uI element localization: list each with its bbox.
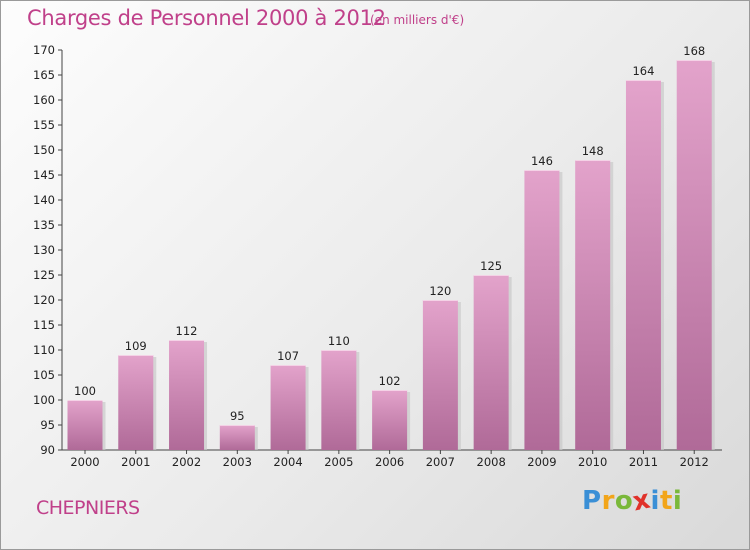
data-label: 164 bbox=[632, 64, 654, 78]
bar bbox=[67, 400, 103, 450]
y-tick-label: 120 bbox=[33, 293, 55, 307]
data-label: 95 bbox=[230, 409, 245, 423]
data-label: 100 bbox=[74, 384, 96, 398]
x-tick-label: 2003 bbox=[223, 455, 252, 469]
bar bbox=[270, 365, 306, 450]
x-tick-label: 2006 bbox=[375, 455, 404, 469]
x-tick-label: 2010 bbox=[578, 455, 607, 469]
y-tick-label: 145 bbox=[33, 168, 55, 182]
x-tick-label: 2000 bbox=[70, 455, 99, 469]
y-tick-label: 160 bbox=[33, 93, 55, 107]
x-tick-label: 2001 bbox=[121, 455, 150, 469]
data-label: 102 bbox=[379, 374, 401, 388]
chart-subtitle: (en milliers d'€) bbox=[370, 13, 465, 27]
y-tick-label: 140 bbox=[33, 193, 55, 207]
proxiti-logo: Proxiti bbox=[582, 485, 683, 518]
y-tick-label: 100 bbox=[33, 393, 55, 407]
data-label: 110 bbox=[328, 334, 350, 348]
y-tick-label: 95 bbox=[40, 418, 55, 432]
logo-letter: P bbox=[582, 486, 602, 516]
data-label: 125 bbox=[480, 259, 502, 273]
x-tick-label: 2009 bbox=[527, 455, 556, 469]
data-label: 148 bbox=[582, 144, 604, 158]
data-label: 168 bbox=[683, 44, 705, 58]
y-tick-label: 135 bbox=[33, 218, 55, 232]
x-tick-label: 2008 bbox=[477, 455, 506, 469]
x-tick-label: 2011 bbox=[629, 455, 658, 469]
data-label: 146 bbox=[531, 154, 553, 168]
logo-letter: o bbox=[614, 486, 634, 516]
logo-letter: i bbox=[650, 486, 660, 516]
bar bbox=[118, 355, 154, 450]
bar bbox=[169, 340, 205, 450]
y-tick-label: 165 bbox=[33, 68, 55, 82]
y-tick-label: 90 bbox=[40, 443, 55, 457]
y-tick-label: 150 bbox=[33, 143, 55, 157]
bar bbox=[372, 390, 408, 450]
y-tick-label: 125 bbox=[33, 268, 55, 282]
bar bbox=[321, 350, 357, 450]
bar bbox=[625, 80, 661, 450]
y-tick-label: 105 bbox=[33, 368, 55, 382]
data-label: 107 bbox=[277, 349, 299, 363]
y-tick-label: 110 bbox=[33, 343, 55, 357]
bar bbox=[676, 60, 712, 450]
chart-title: Charges de Personnel 2000 à 2012 bbox=[27, 6, 386, 30]
data-label: 109 bbox=[125, 339, 147, 353]
bar bbox=[575, 160, 611, 450]
x-tick-label: 2007 bbox=[426, 455, 455, 469]
bar bbox=[219, 425, 255, 450]
logo-letter: i bbox=[672, 486, 683, 516]
bar bbox=[422, 300, 458, 450]
y-tick-label: 170 bbox=[33, 43, 55, 57]
x-tick-label: 2004 bbox=[273, 455, 302, 469]
logo-letter: r bbox=[601, 486, 615, 516]
x-tick-label: 2002 bbox=[172, 455, 201, 469]
bar bbox=[524, 170, 560, 450]
commune-name: CHEPNIERS bbox=[36, 497, 140, 519]
data-label: 120 bbox=[429, 284, 451, 298]
x-tick-label: 2012 bbox=[680, 455, 709, 469]
y-tick-label: 155 bbox=[33, 118, 55, 132]
x-tick-label: 2005 bbox=[324, 455, 353, 469]
logo-letter: t bbox=[659, 486, 673, 516]
y-tick-label: 130 bbox=[33, 243, 55, 257]
data-label: 112 bbox=[176, 324, 198, 338]
y-tick-label: 115 bbox=[33, 318, 55, 332]
bar bbox=[473, 275, 509, 450]
